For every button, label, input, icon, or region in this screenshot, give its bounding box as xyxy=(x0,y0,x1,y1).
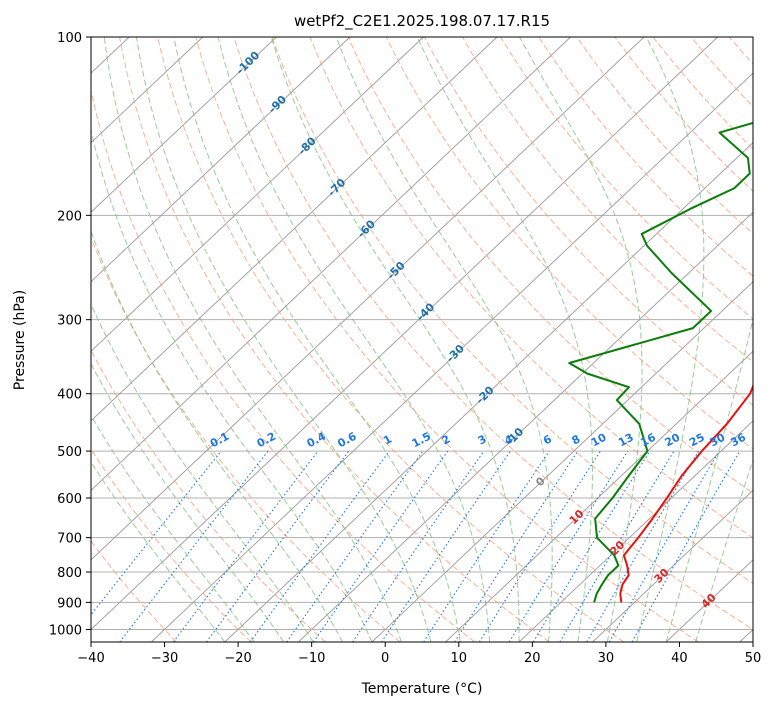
mixing-ratio-line xyxy=(249,450,390,642)
mixing-ratio-line xyxy=(478,450,601,642)
y-axis-label: Pressure (hPa) xyxy=(12,290,28,390)
mixing-ratio-label: 16 xyxy=(638,431,658,450)
moist-adiabat-line xyxy=(695,458,753,642)
mixing-ratio-line xyxy=(508,450,629,642)
mixing-ratio-line xyxy=(286,450,424,642)
isotherm-line xyxy=(592,489,753,642)
mixing-ratio-label: 13 xyxy=(616,431,636,450)
isotherm-line xyxy=(150,72,753,642)
isotherm-line xyxy=(298,211,753,642)
x-tick-label: 0 xyxy=(381,651,389,666)
dry-adiabat-line xyxy=(91,448,252,642)
isotherm-line xyxy=(91,37,498,422)
isotherm-line xyxy=(371,281,753,642)
moist-adiabat-line xyxy=(91,362,285,642)
moist-adiabat-line xyxy=(91,128,373,642)
x-tick-label: −20 xyxy=(224,651,251,666)
moist-adiabat-line xyxy=(519,37,643,642)
chart-title: wetPf2_C2E1.2025.198.07.17.R15 xyxy=(294,12,550,31)
x-tick-label: 40 xyxy=(671,651,688,666)
x-tick-label: −10 xyxy=(298,651,325,666)
y-tick-label: 700 xyxy=(57,532,82,547)
sounding-curves xyxy=(568,121,753,603)
dry-adiabat-line xyxy=(385,37,753,450)
mixing-ratio-label: 10 xyxy=(589,431,609,450)
dry-adiabat-line xyxy=(423,37,753,406)
x-tick-label: 50 xyxy=(745,651,762,666)
y-tick-label: 100 xyxy=(57,31,82,46)
isotherm-line xyxy=(91,37,204,144)
moist-adiabat-line xyxy=(91,302,314,642)
dry-adiabat-line xyxy=(91,88,476,642)
moist-adiabat-line xyxy=(135,37,432,642)
isotherm-line xyxy=(224,142,753,642)
mixing-ratio-label: 20 xyxy=(663,431,683,450)
mixing-ratio-line xyxy=(631,450,741,642)
moist-adiabat-line xyxy=(636,37,705,642)
plot-frame xyxy=(90,36,754,643)
temperature-profile-line xyxy=(619,383,753,603)
x-tick-label: 20 xyxy=(524,651,541,666)
mixing-ratio-line xyxy=(559,450,675,642)
moist-adiabat-line xyxy=(270,37,520,642)
mixing-ratio-line xyxy=(312,450,449,642)
dry-adiabat-line xyxy=(233,37,753,631)
y-tick-label: 400 xyxy=(57,388,82,403)
mixing-ratio-label: 36 xyxy=(728,431,748,450)
mixing-ratio-line xyxy=(119,450,269,642)
moist-adiabat-line xyxy=(416,37,593,642)
moist-adiabat-line xyxy=(91,414,255,642)
mixing-ratio-label: 30 xyxy=(708,431,728,450)
moist-adiabat-line xyxy=(173,37,461,642)
dry-adiabat-line xyxy=(195,37,699,642)
dry-adiabat-line xyxy=(462,37,753,363)
y-tick-label: 200 xyxy=(57,209,82,224)
axes: −40 −30 −20 −10 0 10 20 30 40 50 100 200 300 400 500 60… xyxy=(49,31,761,666)
moist-adiabat-line xyxy=(91,229,343,642)
x-axis-label: Temperature (°C) xyxy=(361,681,483,697)
moist-adiabat-line xyxy=(103,37,402,642)
mixing-ratio-label: 25 xyxy=(687,431,707,450)
mixing-ratio-line xyxy=(352,450,485,642)
isotherm-line xyxy=(91,37,424,352)
mixing-ratio-line xyxy=(586,450,700,642)
x-tick-label: 10 xyxy=(451,651,468,666)
dry-adiabat-line xyxy=(309,37,753,539)
moist-adiabat-line xyxy=(91,461,226,642)
isotherm-line xyxy=(91,37,645,561)
background-lines xyxy=(91,37,753,642)
y-tick-label: 300 xyxy=(57,314,82,329)
x-tick-label: −40 xyxy=(77,651,104,666)
moist-adiabat-line xyxy=(335,37,553,642)
dry-adiabat-line xyxy=(271,37,753,584)
mixing-ratio-line xyxy=(454,450,579,642)
y-tick-label: 800 xyxy=(57,566,82,581)
x-tick-label: 30 xyxy=(598,651,615,666)
mixing-ratio-line xyxy=(91,450,222,616)
mixing-ratio-line xyxy=(608,450,720,642)
dewpoint-profile-line xyxy=(568,121,753,603)
y-tick-label: 500 xyxy=(57,445,82,460)
x-tick-label: −30 xyxy=(151,651,178,666)
y-tick-label: 600 xyxy=(57,492,82,507)
isotherm-line xyxy=(91,37,571,491)
dry-adiabat-line xyxy=(157,37,625,642)
isotherm-line xyxy=(91,37,351,283)
mixing-ratio-line xyxy=(532,450,651,642)
y-tick-label: 1000 xyxy=(49,623,82,638)
isotherm-line xyxy=(91,37,277,213)
y-tick-label: 900 xyxy=(57,596,82,611)
isotherm-line xyxy=(91,37,718,631)
